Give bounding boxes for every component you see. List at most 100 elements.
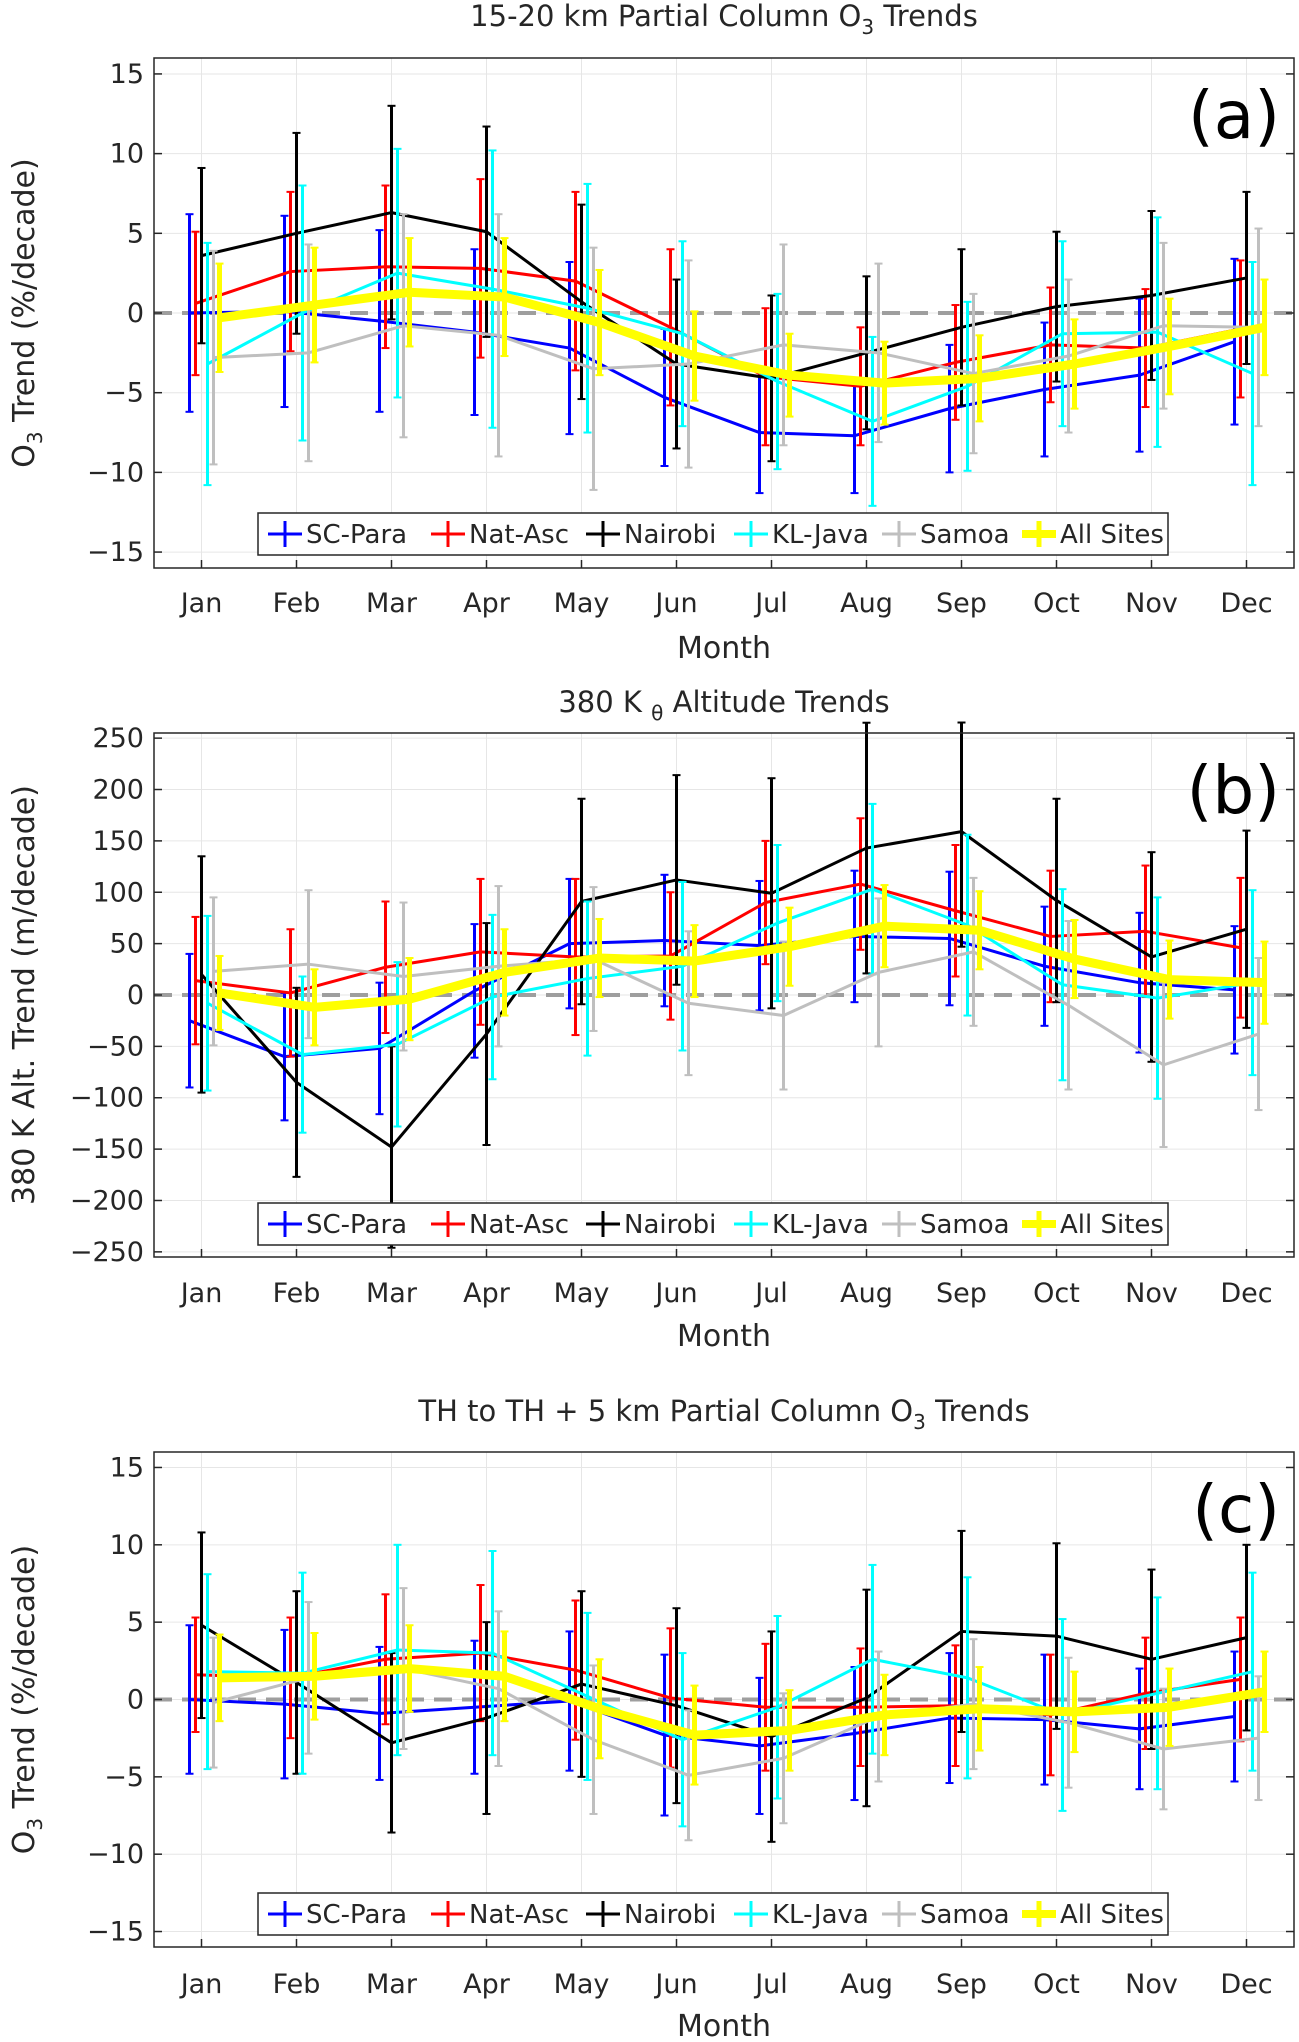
- series-line: [218, 921, 1265, 1012]
- y-tick-label: −100: [70, 1083, 144, 1114]
- x-tick-label: Aug: [840, 1969, 893, 2000]
- series-kl-java: [203, 147, 1257, 507]
- x-tick-label: Jan: [179, 588, 223, 619]
- x-tick-label: Dec: [1220, 1278, 1272, 1309]
- legend-entry: Nat-Asc: [469, 1900, 569, 1930]
- legend-entry: Samoa: [920, 520, 1010, 550]
- y-tick-label: 100: [92, 877, 144, 908]
- x-tick-label: Sep: [936, 1278, 987, 1309]
- y-tick-label: 10: [110, 1530, 144, 1561]
- series-kl-java: [203, 802, 1257, 1134]
- x-tick-label: May: [554, 1278, 610, 1309]
- legend-entry: Nat-Asc: [469, 520, 569, 550]
- series-line: [213, 324, 1259, 376]
- series-samoa: [209, 213, 1263, 491]
- y-tick-label: 200: [92, 775, 144, 806]
- x-tick-label: Jan: [179, 1969, 223, 2000]
- x-tick-label: Sep: [936, 588, 987, 619]
- x-tick-label: Apr: [463, 588, 511, 619]
- x-tick-label: Dec: [1220, 588, 1272, 619]
- x-tick-label: Oct: [1033, 1278, 1080, 1309]
- x-tick-label: Jul: [753, 1969, 788, 2000]
- y-tick-label: 15: [110, 59, 144, 90]
- legend-entry: KL-Java: [772, 1210, 869, 1240]
- panel-label: (b): [1187, 752, 1280, 829]
- y-tick-label: 10: [110, 139, 144, 170]
- x-tick-label: Mar: [366, 1278, 418, 1309]
- x-tick-label: Apr: [463, 1278, 511, 1309]
- x-tick-label: Feb: [273, 588, 321, 619]
- x-tick-label: Feb: [273, 1969, 321, 2000]
- series-line: [213, 950, 1259, 1067]
- x-tick-label: May: [554, 588, 610, 619]
- legend-entry: Nairobi: [624, 1210, 716, 1240]
- x-tick-label: Mar: [366, 588, 418, 619]
- legend-entry: SC-Para: [306, 520, 407, 550]
- y-tick-label: 0: [127, 1685, 144, 1716]
- y-tick-label: −5: [104, 378, 144, 409]
- y-tick-label: −15: [87, 1917, 144, 1948]
- x-tick-label: Aug: [840, 1278, 893, 1309]
- legend-box: [257, 1202, 1169, 1246]
- x-axis-label: Month: [677, 2009, 771, 2042]
- series-all-sites: [215, 237, 1269, 426]
- legend: SC-Para Nat-Asc Nairobi KL-Java Samoa All Sit…: [257, 1202, 1169, 1246]
- y-tick-label: −150: [70, 1134, 144, 1165]
- y-tick-label: 0: [127, 298, 144, 329]
- legend-box: [257, 1892, 1169, 1936]
- series-nairobi: [197, 1529, 1251, 1843]
- chart-title: 15-20 km Partial Column O3 Trends: [470, 0, 978, 39]
- series-line: [218, 287, 1266, 388]
- series-all-sites: [215, 1624, 1269, 1786]
- legend: SC-Para Nat-Asc Nairobi KL-Java Samoa All Sit…: [257, 1892, 1169, 1936]
- y-axis-label: O3 Trend (%/decade): [7, 158, 47, 467]
- chart-panel-a: −15 −10 −5 0 5 10 15 Jan Feb Mar Apr May Jun Jul Aug Se…: [7, 0, 1295, 666]
- x-tick-label: Sep: [936, 1969, 987, 2000]
- legend-entry: SC-Para: [306, 1210, 407, 1240]
- x-tick-label: Jun: [653, 1969, 697, 2000]
- x-tick-label: Aug: [840, 588, 893, 619]
- legend-entry: KL-Java: [772, 520, 869, 550]
- chart-panel-b: −250 −200 −150 −100 −50 0 50 100 150 200 250 Jan Feb…: [7, 685, 1295, 1354]
- x-tick-label: Nov: [1125, 1969, 1178, 2000]
- y-tick-label: −15: [87, 537, 144, 568]
- x-tick-label: Oct: [1033, 588, 1080, 619]
- chart-panel-c: −15 −10 −5 0 5 10 15 Jan Feb Mar Apr May Jun Jul Aug Se…: [7, 1394, 1295, 2042]
- legend-box: [257, 512, 1169, 556]
- x-tick-label: Feb: [273, 1278, 321, 1309]
- y-tick-label: −10: [87, 1839, 144, 1870]
- y-tick-label: 5: [127, 1607, 144, 1638]
- panel-label: (a): [1188, 77, 1280, 154]
- legend-entry: Samoa: [920, 1900, 1010, 1930]
- legend-entry: Nairobi: [624, 1900, 716, 1930]
- series-line: [200, 830, 1247, 1149]
- x-tick-label: Dec: [1220, 1969, 1272, 2000]
- panel-label: (c): [1192, 1471, 1280, 1548]
- series-line: [189, 309, 1235, 438]
- y-tick-label: −250: [70, 1237, 144, 1268]
- series-line: [206, 271, 1254, 423]
- x-tick-label: Oct: [1033, 1969, 1080, 2000]
- y-axis-label: 380 K Alt. Trend (m/decade): [7, 785, 42, 1205]
- legend-entry: Nairobi: [624, 520, 716, 550]
- series-nairobi: [197, 104, 1251, 463]
- y-tick-label: 0: [127, 980, 144, 1011]
- series-sc-para: [185, 213, 1239, 495]
- x-tick-label: May: [554, 1969, 610, 2000]
- legend: SC-Para Nat-Asc Nairobi KL-Java Samoa All Sit…: [257, 512, 1169, 556]
- x-tick-label: Jan: [179, 1278, 223, 1309]
- y-tick-label: 150: [92, 826, 144, 857]
- x-tick-label: Nov: [1125, 1278, 1178, 1309]
- chart-title: 380 K θ Altitude Trends: [558, 685, 889, 725]
- chart-title: TH to TH + 5 km Partial Column O3 Trends: [417, 1394, 1029, 1434]
- y-axis-label: O3 Trend (%/decade): [7, 1545, 47, 1854]
- y-tick-label: 50: [110, 929, 144, 960]
- series-line: [188, 934, 1235, 1059]
- y-tick-label: −200: [70, 1185, 144, 1216]
- y-tick-label: −5: [104, 1762, 144, 1793]
- series-line: [206, 887, 1253, 1057]
- series-line: [200, 1623, 1247, 1745]
- legend-entry: All Sites: [1060, 520, 1164, 550]
- x-tick-label: Jun: [653, 588, 697, 619]
